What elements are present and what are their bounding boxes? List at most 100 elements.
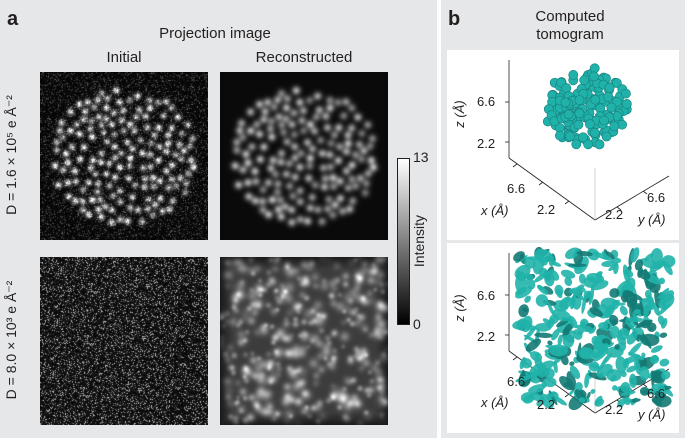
panel-a-title: Projection image — [159, 25, 271, 42]
isosurface-blob — [550, 261, 562, 267]
colorbar-max-label: 13 — [413, 149, 429, 165]
isosurface-blob — [601, 251, 610, 261]
atom-sphere — [606, 102, 617, 113]
row-label-low-dose: D = 8.0 × 10³ e Å⁻² — [3, 280, 19, 400]
isosurface-blob — [538, 267, 548, 277]
isosurface-blob — [594, 395, 603, 406]
isosurface-blob — [605, 251, 615, 260]
x-tick-2-2: 2.2 — [537, 397, 556, 412]
colorbar-label: Intensity — [411, 214, 427, 268]
isosurface-blob — [578, 397, 586, 403]
isosurface-blob — [553, 360, 558, 374]
isosurface-blob — [589, 307, 604, 317]
isosurface-blob — [638, 269, 651, 280]
isosurface-blob — [534, 332, 554, 338]
atom-sphere — [568, 70, 579, 80]
isosurface-blob — [651, 345, 663, 353]
isosurface-blob — [634, 358, 641, 375]
isosurface-blob — [569, 361, 575, 366]
isosurface-blob — [657, 288, 670, 300]
y-tick-6-6: 6.6 — [647, 386, 666, 401]
isosurface-blob — [656, 261, 664, 270]
panel-b-title-line2: tomogram — [536, 26, 604, 43]
atom-sphere — [590, 94, 601, 105]
isosurface-blob — [623, 397, 632, 405]
isosurface-blob — [528, 384, 546, 394]
isosurface-blob — [563, 381, 572, 388]
isosurface-blob — [629, 373, 637, 388]
atom-sphere — [561, 83, 572, 93]
isosurface-blob — [659, 358, 670, 367]
isosurface-blob — [515, 374, 534, 383]
isosurface-blob — [581, 295, 587, 314]
panel-a-letter: a — [7, 8, 19, 30]
isosurface-blob — [576, 330, 584, 336]
projection-initial-high-dose — [40, 72, 208, 240]
isosurface-blob — [513, 251, 525, 262]
isosurface-blob — [526, 277, 536, 290]
atom-sphere — [573, 119, 584, 130]
isosurface-blob — [568, 315, 578, 329]
atom-sphere — [609, 121, 620, 132]
isosurface-blob — [623, 354, 641, 365]
isosurface-blob — [551, 328, 560, 341]
isosurface-blob — [613, 262, 619, 275]
x-axis-label: x (Å) — [481, 203, 509, 218]
isosurface-blob — [641, 319, 651, 329]
isosurface-blob — [596, 363, 613, 378]
atom-sphere — [589, 63, 600, 74]
x-tick-6-6: 6.6 — [507, 181, 526, 196]
column-label-initial: Initial — [106, 49, 142, 66]
isosurface-blob — [587, 248, 600, 261]
isosurface-blob — [575, 324, 594, 333]
z-tick-6-6: 6.6 — [477, 288, 496, 303]
isosurface-blob — [565, 247, 580, 260]
z-tick-2-2: 2.2 — [477, 329, 496, 344]
isosurface-blob — [553, 396, 567, 406]
isosurface-blob — [651, 372, 663, 384]
isosurface-blob — [588, 372, 607, 381]
colorbar-min-label: 0 — [413, 316, 421, 332]
x-tick-mark — [512, 356, 518, 361]
atom-sphere — [554, 130, 565, 141]
isosurface-blob — [576, 250, 593, 257]
projection-initial-low-dose — [40, 257, 208, 425]
y-axis-line — [594, 175, 670, 221]
isosurface-blob — [612, 385, 618, 391]
colorbar — [397, 158, 410, 325]
isosurface-blob — [661, 255, 676, 268]
atom-sphere — [574, 108, 585, 119]
isosurface-blob — [544, 367, 555, 379]
isosurface-blob — [557, 334, 563, 346]
isosurface-blob — [628, 342, 642, 356]
isosurface-blob — [639, 301, 644, 317]
isosurface-blob — [534, 322, 552, 332]
isosurface-blob — [549, 253, 555, 263]
isosurface-blob — [552, 308, 571, 322]
z-tick-2-2: 2.2 — [477, 136, 496, 151]
isosurface-blob — [560, 269, 576, 279]
isosurface-blob — [515, 286, 533, 299]
atom-sphere — [583, 139, 594, 150]
isosurface-blob — [633, 309, 641, 315]
isosurface-blob — [556, 289, 563, 299]
isosurface-blob — [547, 340, 553, 346]
isosurface-blob — [639, 386, 650, 396]
isosurface-blob — [569, 365, 581, 379]
y-tick-mark — [642, 190, 648, 195]
atom-sphere — [563, 109, 574, 120]
z-axis-label: z (Å) — [452, 294, 467, 322]
atom-sphere — [621, 88, 631, 99]
tomogram-high-dose-plot: 6.6 2.2 z (Å) 6.6 2.2 x (Å) 2.2 6.6 y (Å… — [447, 50, 679, 240]
x-tick-mark — [564, 393, 570, 398]
isosurface-blob — [642, 333, 652, 349]
isosurface-blob — [524, 295, 531, 303]
isosurface-blob — [652, 302, 660, 316]
atom-sphere — [588, 71, 599, 82]
isosurface-blob — [524, 324, 537, 331]
z-tick-6-6: 6.6 — [477, 94, 496, 109]
isosurface-blob — [641, 352, 646, 358]
y-tick-2-2: 2.2 — [605, 402, 624, 417]
y-tick-mark — [616, 206, 622, 211]
